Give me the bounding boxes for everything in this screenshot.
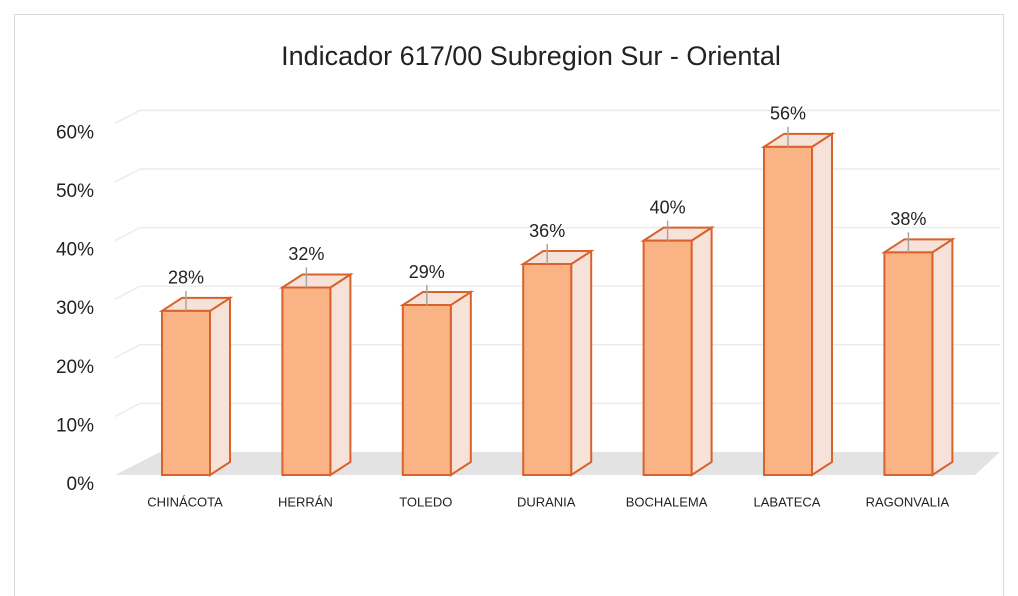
bar-side [329,272,352,477]
grid-line [114,168,1000,183]
bar-side [209,296,231,477]
x-tick-label: RAGONVALIA [866,494,950,509]
bar [760,131,836,477]
y-tick-label: 20% [56,357,94,378]
bar-side [570,249,593,477]
x-tick-label: DURANIA [517,494,576,509]
bar-side [449,290,472,477]
data-label: 29% [409,262,445,282]
bar-side [690,225,713,477]
y-tick-label: 40% [56,240,94,261]
grid-line [114,109,1000,125]
bar-front [642,239,693,476]
data-label: 38% [890,209,926,229]
x-tick-label: LABATECA [754,494,821,509]
bar [881,237,956,477]
x-tick-label: BOCHALEMA [626,494,708,509]
x-tick-label: TOLEDO [399,494,452,509]
x-tick-label: HERRÁN [278,494,333,509]
data-label: 28% [168,268,204,288]
bar [279,272,354,477]
grid-line [114,285,1000,300]
bar [640,225,715,477]
grid-line [114,344,1000,359]
bar-front [883,251,934,476]
y-tick-label: 50% [56,181,94,202]
bar-side [931,237,954,477]
data-label: 40% [650,197,686,217]
bar-side [811,131,833,477]
bar [158,296,234,477]
bar-front [161,309,211,476]
y-tick-label: 0% [67,474,95,495]
bar-front [401,304,452,476]
y-tick-label: 10% [56,415,94,436]
bar-front [763,145,813,476]
y-tick-label: 60% [56,122,94,143]
bar-front [281,286,332,476]
data-label: 32% [288,244,324,264]
grid-line [114,402,1000,418]
y-tick-label: 30% [56,298,94,319]
data-label: 36% [529,221,565,241]
bar [519,249,595,477]
chart-title: Indicador 617/00 Subregion Sur - Orienta… [281,41,781,71]
x-tick-label: CHINÁCOTA [147,494,223,509]
bar [399,290,475,477]
bar-front [522,263,573,476]
data-label: 56% [770,104,806,124]
